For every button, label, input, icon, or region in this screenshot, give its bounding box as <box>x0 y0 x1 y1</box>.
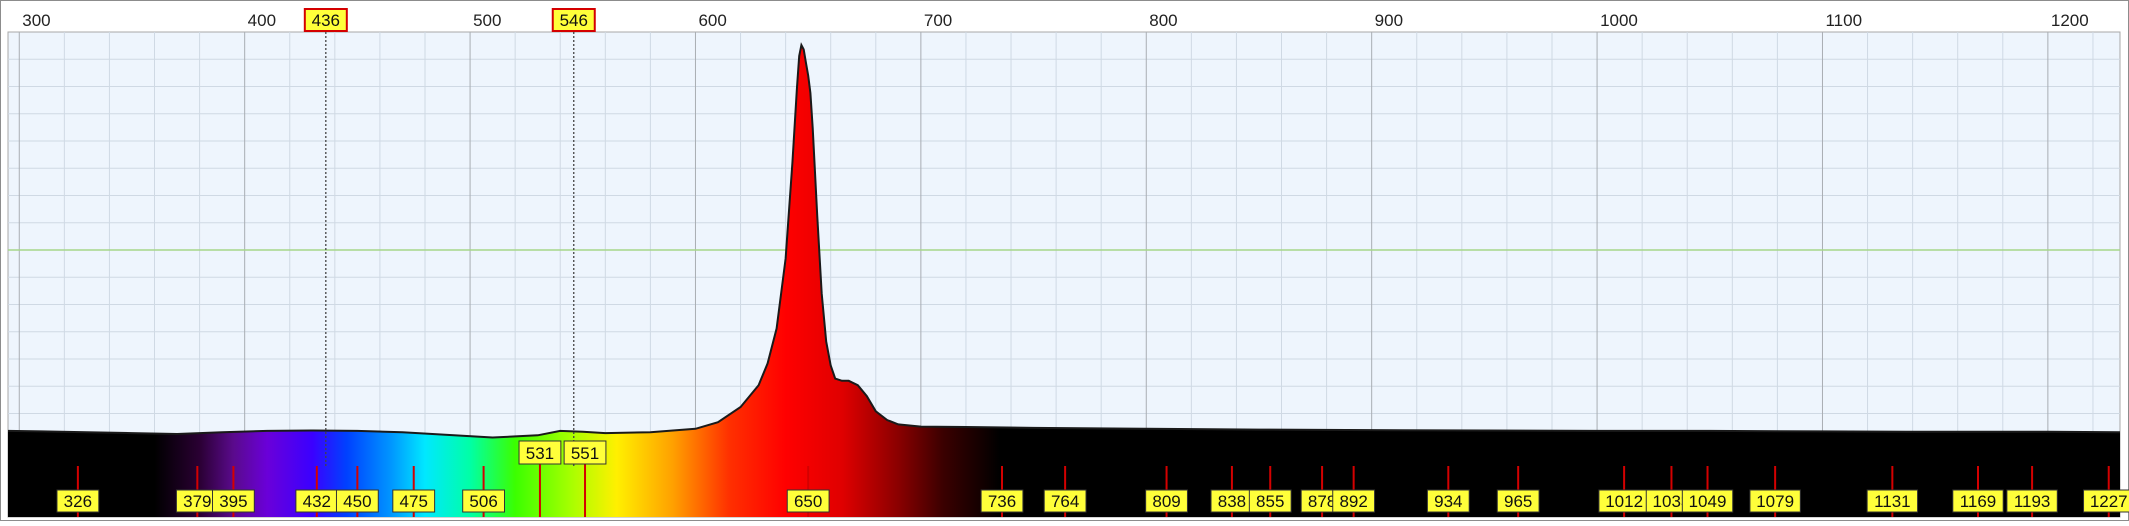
peak-badge <box>392 489 436 513</box>
peak-label: 892 <box>1339 492 1367 511</box>
peak-label: 736 <box>988 492 1016 511</box>
peak-badge <box>1681 489 1734 513</box>
peak-badge <box>462 489 505 513</box>
peak-label: 878 <box>1308 492 1336 511</box>
peak-badge <box>1749 489 1801 513</box>
peak-badge <box>1043 489 1087 513</box>
x-tick-label: 1000 <box>1600 11 1638 30</box>
peak-label: 1227 <box>2090 492 2128 511</box>
x-tick-label: 900 <box>1375 11 1403 30</box>
peak-badge <box>563 440 607 465</box>
peak-badge <box>1145 489 1188 513</box>
peak-label: 475 <box>400 492 428 511</box>
x-tick-label: 700 <box>924 11 952 30</box>
peak-label: 934 <box>1434 492 1462 511</box>
x-tick-label: 1100 <box>1825 11 1862 30</box>
x-tick-label: 300 <box>22 11 50 30</box>
peak-badge <box>1496 489 1540 513</box>
peak-badge <box>1426 489 1470 513</box>
peak-label: 650 <box>794 492 822 511</box>
peak-badge <box>980 489 1024 513</box>
peak-label: 506 <box>469 492 497 511</box>
peak-label: 1169 <box>1960 492 1997 511</box>
calibration-badge <box>303 8 348 32</box>
x-tick-label: 800 <box>1149 11 1177 30</box>
x-tick-label: 1200 <box>2051 11 2089 30</box>
peak-badge <box>2006 489 2058 513</box>
x-tick-label: 500 <box>473 11 501 30</box>
x-tick-label: 600 <box>698 11 726 30</box>
peak-label: 1193 <box>2014 492 2051 511</box>
peak-label: 379 <box>183 492 211 511</box>
peak-badge <box>2083 489 2129 513</box>
peak-label: 855 <box>1256 492 1284 511</box>
peak-label: 1131 <box>1874 492 1911 511</box>
peak-badge <box>1332 489 1376 513</box>
peak-label: 531 <box>526 444 554 463</box>
calibration-badge <box>551 8 596 32</box>
peak-label: 965 <box>1504 492 1532 511</box>
peak-label: 432 <box>303 492 331 511</box>
spectrum-area <box>8 45 2120 517</box>
peak-label: 395 <box>219 492 247 511</box>
calibration-label: 546 <box>560 11 588 30</box>
peak-badge <box>212 489 255 513</box>
peak-label: 450 <box>343 492 371 511</box>
calibration-label: 436 <box>312 11 340 30</box>
peak-badge <box>1866 489 1919 513</box>
peak-badge <box>786 489 830 513</box>
peak-label: 326 <box>64 492 92 511</box>
peak-badge <box>518 440 562 465</box>
x-tick-label: 400 <box>248 11 276 30</box>
peak-label: 809 <box>1152 492 1180 511</box>
peak-badge <box>56 489 100 513</box>
peak-label: 764 <box>1051 492 1079 511</box>
peak-label: 1012 <box>1605 492 1643 511</box>
peak-label: 838 <box>1218 492 1246 511</box>
peak-label: 1033 <box>1653 492 1691 511</box>
peak-label: 1049 <box>1689 492 1727 511</box>
spectrum-outline <box>7 42 2121 439</box>
peak-label: 551 <box>571 444 599 463</box>
peak-badge <box>335 489 379 513</box>
peak-badge <box>1248 489 1292 513</box>
peak-label: 1079 <box>1756 492 1794 511</box>
peak-badge <box>1952 489 2004 513</box>
